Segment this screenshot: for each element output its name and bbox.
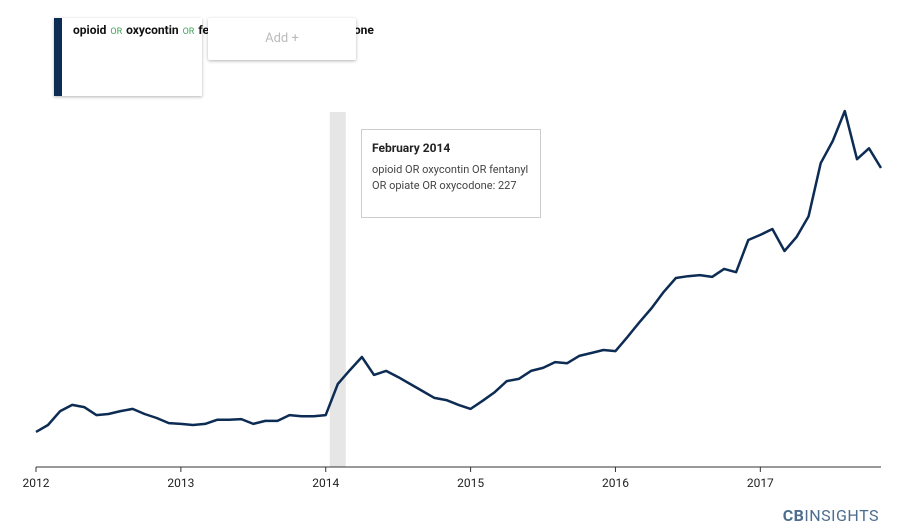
logo: CBINSIGHTS [783,506,879,525]
line [35,109,883,433]
term: oxycontin [126,23,179,37]
x-tick-label: 2017 [747,476,774,490]
hover-band [329,112,346,467]
logo-bold: CB [782,506,805,525]
x-tick-label: 2014 [312,476,339,490]
search-query[interactable]: opioidORoxycontinORfentanylORopiateORoxy… [54,18,374,96]
x-tick-label: 2012 [23,476,50,490]
add-button[interactable]: Add + [208,18,356,60]
x-tick-label: 2016 [602,476,629,490]
x-tick-label: 2015 [457,476,484,490]
operator: OR [110,27,123,37]
tooltip-title: February 2014 [372,141,451,155]
tooltip: February 2014 opioid OR oxycontin OR fen… [361,129,541,218]
tooltip-label: opioid OR oxycontin OR fentanyl OR opiat… [372,163,529,192]
x-tick-label: 2013 [167,476,194,490]
operator: OR [182,27,195,37]
term: opioid [73,23,107,37]
logo-text: INSIGHTS [804,506,879,525]
tooltip-value: 227 [498,179,517,192]
